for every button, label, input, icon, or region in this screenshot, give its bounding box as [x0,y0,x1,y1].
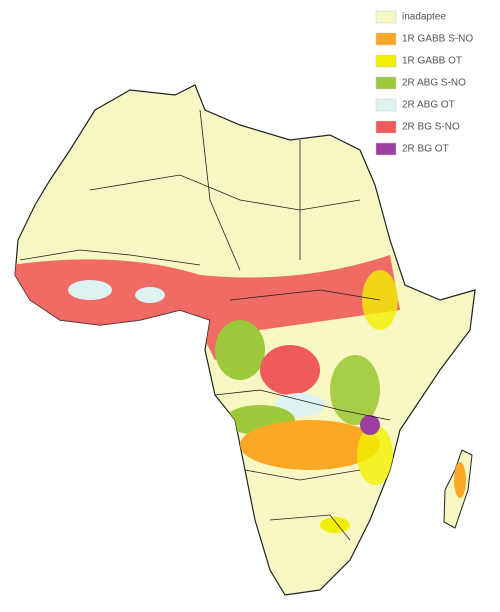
legend-swatch [375,76,397,90]
legend-swatch [375,32,397,46]
legend-label: inadaptee [402,12,446,23]
legend-swatch [375,98,397,112]
madagascar-zone [454,462,466,498]
borders [19,109,391,541]
legend-swatch [375,10,397,24]
legend-swatch [375,120,397,134]
legend-label: 2R BG OT [402,144,449,155]
africa [14,84,476,596]
legend-label: 2R ABG OT [402,100,455,111]
legend-label: 2R ABG S-NO [402,78,466,89]
legend-swatch [375,142,397,156]
zones [15,255,400,533]
legend-label: 1R GABB OT [402,56,462,67]
legend-label: 1R GABB S-NO [402,34,473,45]
legend: inadaptee 1R GABB S-NO 1R GABB OT 2R ABG S-… [375,10,473,156]
legend-swatch [375,54,397,68]
legend-label: 2R BG S-NO [402,122,460,133]
